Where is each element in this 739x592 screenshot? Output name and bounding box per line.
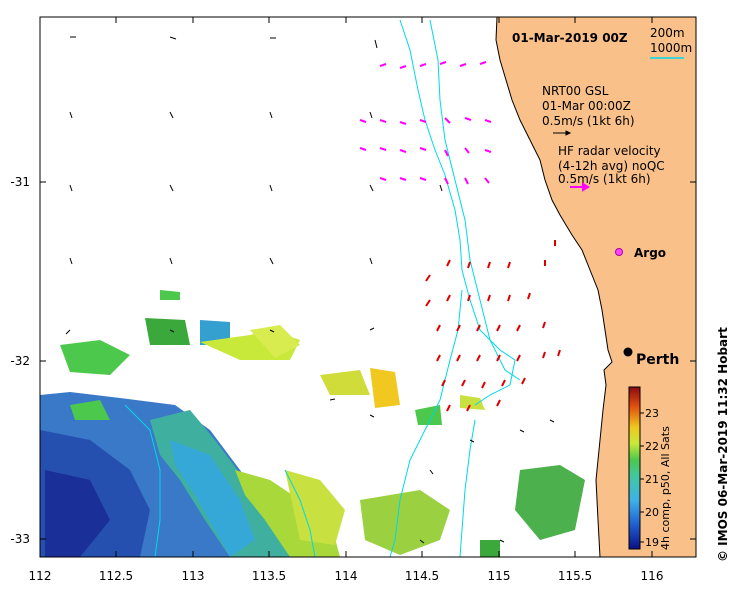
colorbar-label: 4h comp, p50, All Sats (659, 426, 672, 550)
contour-1000-label: 1000m (650, 41, 692, 55)
map-title: 01-Mar-2019 00Z (512, 31, 628, 45)
colorbar-tick-label: 21 (645, 473, 659, 486)
model-scale-arrow-icon (553, 130, 572, 136)
bathymetry-contours (124, 19, 521, 557)
model-current-arrows (65, 36, 555, 544)
perth-marker-icon (623, 347, 633, 357)
x-tick-label: 112 (29, 569, 52, 583)
x-tick-label: 114 (335, 569, 358, 583)
sst-field (40, 290, 585, 557)
model-scale: 0.5m/s (1kt 6h) (542, 114, 635, 128)
y-tick-label: -32 (10, 354, 30, 368)
x-tick-label: 113.5 (252, 569, 286, 583)
colorbar-tick-label: 23 (645, 407, 659, 420)
x-tick-label: 116 (641, 569, 664, 583)
argo-marker-icon (615, 248, 623, 256)
hf-radar-arrows (359, 61, 492, 185)
x-tick-label: 114.5 (405, 569, 439, 583)
model-time: 01-Mar 00:00Z (542, 99, 631, 113)
x-tick-label: 115.5 (558, 569, 592, 583)
x-tick-label: 115 (488, 569, 511, 583)
colorbar-tick-label: 22 (645, 440, 659, 453)
x-tick-label: 113 (182, 569, 205, 583)
x-tick-label: 112.5 (99, 569, 133, 583)
radar-legend-line2: (4-12h avg) noQC (558, 159, 665, 173)
land-mass (495, 17, 696, 557)
x-axis-labels: 112 112.5 113 113.5 114 114.5 115 115.5 … (29, 569, 664, 583)
colorbar-tick-label: 20 (645, 506, 659, 519)
argo-label: Argo (634, 246, 666, 260)
radar-scale: 0.5m/s (1kt 6h) (558, 172, 651, 186)
radar-scale-arrow-icon (570, 182, 590, 192)
surface-current-arrows (425, 240, 561, 412)
axis-ticks (39, 17, 696, 557)
credit-text: © IMOS 06-Mar-2019 11:32 Hobart (716, 327, 730, 562)
y-axis-labels: -31 -32 -33 (10, 175, 30, 546)
plot-frame (39, 16, 697, 558)
colorbar-ticks (640, 412, 644, 543)
y-tick-label: -33 (10, 532, 30, 546)
perth-label: Perth (636, 352, 679, 368)
radar-legend-line1: HF radar velocity (558, 144, 661, 158)
colorbar-tick-label: 19 (645, 536, 659, 549)
model-title: NRT00 GSL (542, 84, 609, 98)
colorbar (628, 386, 641, 550)
y-tick-label: -31 (10, 175, 30, 189)
contour-200-label: 200m (650, 26, 685, 40)
